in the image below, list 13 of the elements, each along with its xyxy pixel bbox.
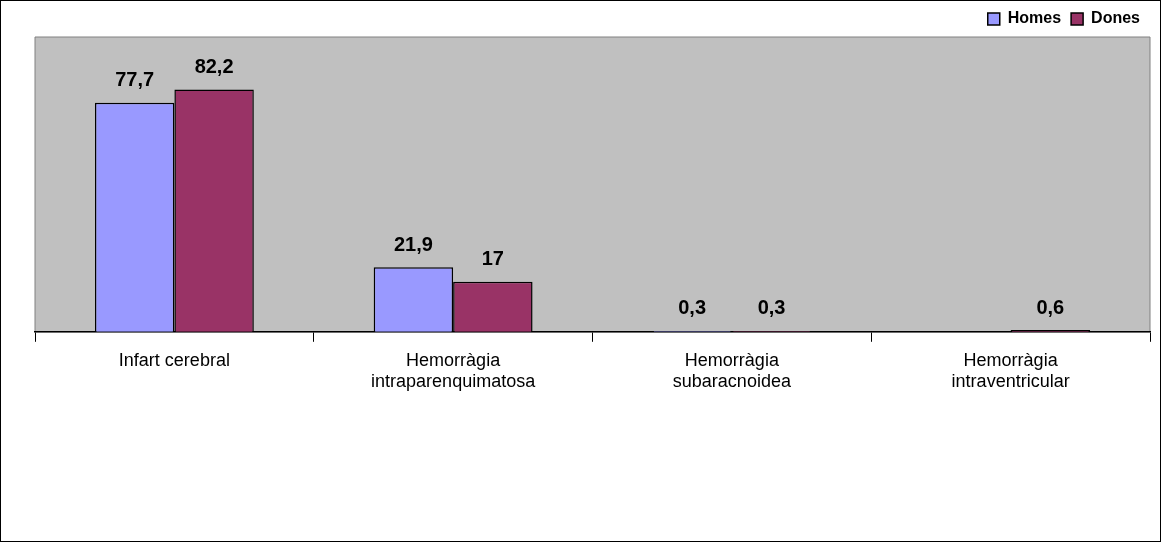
x-tick-label: Infart cerebral: [118, 349, 230, 370]
x-tick-label: Hemorràgia subaracnoidea: [672, 349, 792, 392]
data-label: 0,6: [1036, 295, 1065, 318]
legend-label: Homes: [1007, 9, 1062, 27]
legend-label: Dones: [1091, 9, 1141, 27]
data-label: 0,3: [678, 296, 707, 319]
x-tick-label: Hemorràgia intraventricular: [951, 349, 1070, 392]
data-label: 17: [481, 247, 504, 270]
x-tick-label: Hemorràgia intraparenquimatosa: [371, 349, 537, 392]
data-label: 0,3: [757, 296, 786, 319]
data-label: 77,7: [115, 68, 155, 91]
data-label: 82,2: [194, 54, 234, 77]
data-label: 21,9: [393, 232, 433, 255]
